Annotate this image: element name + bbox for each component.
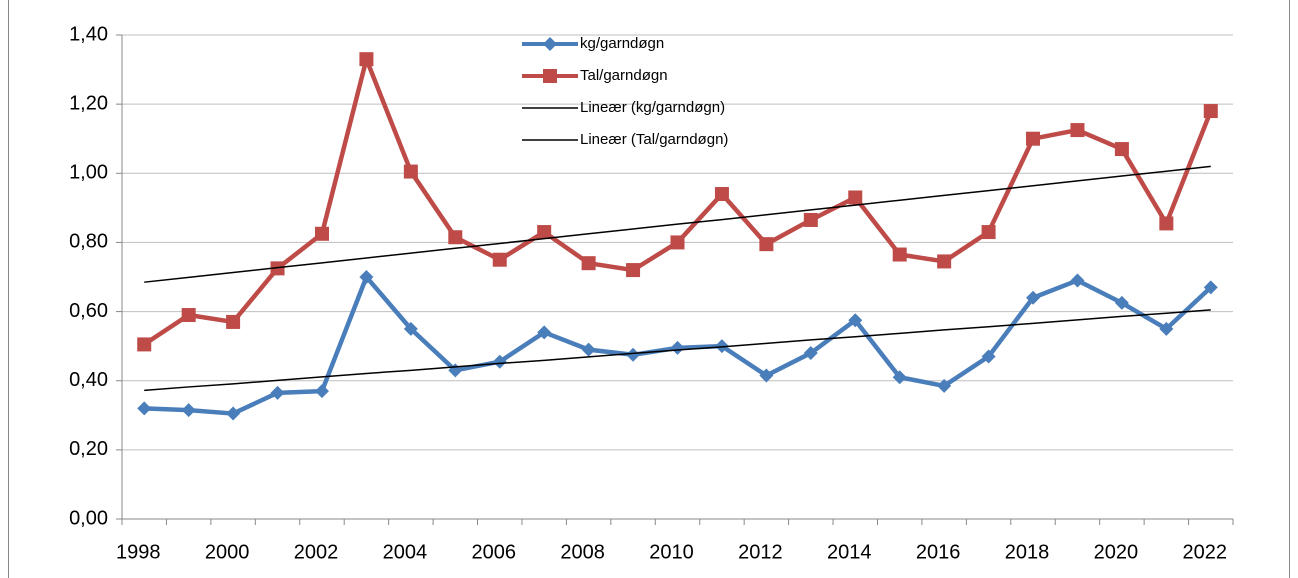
data-point [537,325,552,340]
data-point [1070,273,1085,288]
data-point [848,190,863,205]
data-point [626,347,641,362]
x-tick-label: 2008 [560,541,605,563]
x-tick-label: 2022 [1183,541,1228,563]
x-tick-label: 2016 [916,541,961,563]
legend-label: kg/garndøgn [580,35,664,52]
data-point [892,247,907,262]
series-line [144,309,1211,392]
y-tick-label: 0,00 [69,507,108,529]
data-point [803,346,818,361]
x-tick-label: 2006 [471,541,516,563]
data-point [981,349,996,364]
y-tick-label: 0,60 [69,300,108,322]
data-point [1114,142,1129,157]
data-point [803,212,818,227]
x-tick-label: 2002 [294,541,339,563]
data-point [626,263,641,278]
series-line [144,165,1211,283]
legend-label: Tal/garndøgn [580,67,668,84]
data-point [181,308,196,323]
x-tick-label: 2012 [738,541,783,563]
data-point [403,321,418,336]
x-tick-label: 1998 [116,541,161,563]
x-tick-label: 2014 [827,541,872,563]
data-point [759,368,774,383]
y-tick-label: 1,00 [69,162,108,184]
y-tick-label: 0,40 [69,369,108,391]
data-point [137,337,152,352]
data-point [1203,104,1218,119]
x-tick-label: 2018 [1005,541,1050,563]
x-tick-label: 2020 [1094,541,1139,563]
legend-label: Lineær (Tal/garndøgn) [580,131,728,148]
data-point [1203,280,1218,295]
data-point [1159,216,1174,231]
data-point [581,256,596,271]
y-tick-label: 1,40 [69,23,108,45]
data-point [314,384,329,399]
data-point [1159,321,1174,336]
data-point [670,340,685,355]
data-point [226,314,241,329]
data-point [359,270,374,284]
data-point [759,237,774,252]
data-point [714,187,729,202]
data-point [314,226,329,241]
data-point [226,406,241,421]
data-point [848,313,863,328]
data-point [1070,123,1085,138]
data-point [670,235,685,250]
legend-marker [543,37,557,51]
data-point [270,385,285,400]
x-tick-label: 2010 [649,541,694,563]
data-point [537,225,552,240]
legend-label: Lineær (kg/garndøgn) [580,99,725,116]
data-point [1026,290,1041,305]
legend-marker [543,69,557,83]
data-point [492,354,507,369]
data-point [1026,131,1041,146]
data-point [137,401,152,416]
data-point [448,230,463,245]
data-point [359,52,374,67]
y-tick-label: 0,20 [69,438,108,460]
data-point [403,164,418,179]
data-point [937,254,952,269]
x-tick-label: 2004 [383,541,428,563]
data-point [581,342,596,357]
data-point [937,378,952,393]
data-point [892,370,907,385]
data-point [1114,295,1129,310]
y-tick-label: 0,80 [69,231,108,253]
y-tick-label: 1,20 [69,92,108,114]
data-point [181,403,196,418]
data-point [981,225,996,240]
x-tick-label: 2000 [205,541,250,563]
data-point [492,252,507,267]
